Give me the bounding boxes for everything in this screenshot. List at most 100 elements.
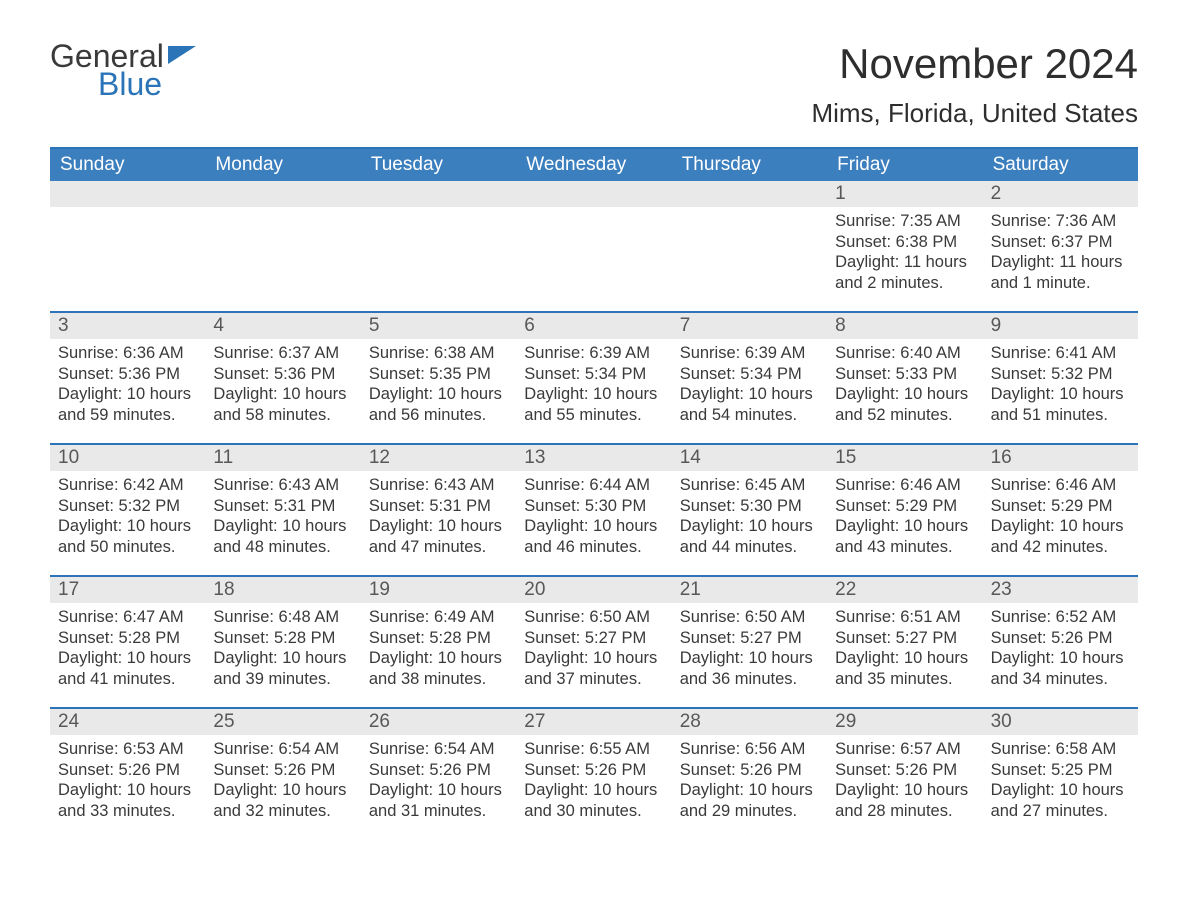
calendar-day: 25Sunrise: 6:54 AMSunset: 5:26 PMDayligh… bbox=[205, 709, 360, 839]
day-number: 9 bbox=[991, 315, 1002, 336]
day-dl1: Daylight: 10 hours bbox=[991, 384, 1130, 405]
day-number: 27 bbox=[524, 711, 545, 732]
dow-friday: Friday bbox=[827, 149, 982, 181]
day-body: Sunrise: 6:50 AMSunset: 5:27 PMDaylight:… bbox=[516, 603, 671, 694]
day-sunset: Sunset: 6:37 PM bbox=[991, 232, 1130, 253]
calendar-day: 1Sunrise: 7:35 AMSunset: 6:38 PMDaylight… bbox=[827, 181, 982, 311]
day-number-row: 20 bbox=[516, 577, 671, 603]
page-title: November 2024 bbox=[811, 40, 1138, 88]
day-sunset: Sunset: 5:29 PM bbox=[991, 496, 1130, 517]
calendar-day: 7Sunrise: 6:39 AMSunset: 5:34 PMDaylight… bbox=[672, 313, 827, 443]
calendar-day: . bbox=[50, 181, 205, 311]
day-number: 22 bbox=[835, 579, 856, 600]
calendar-day: . bbox=[672, 181, 827, 311]
day-number: 14 bbox=[680, 447, 701, 468]
calendar-day: 19Sunrise: 6:49 AMSunset: 5:28 PMDayligh… bbox=[361, 577, 516, 707]
calendar-day: 16Sunrise: 6:46 AMSunset: 5:29 PMDayligh… bbox=[983, 445, 1138, 575]
day-number-row: 25 bbox=[205, 709, 360, 735]
day-number: 17 bbox=[58, 579, 79, 600]
day-dl2: and 34 minutes. bbox=[991, 669, 1130, 690]
day-dl2: and 27 minutes. bbox=[991, 801, 1130, 822]
day-sunset: Sunset: 5:30 PM bbox=[680, 496, 819, 517]
day-dl2: and 31 minutes. bbox=[369, 801, 508, 822]
day-sunrise: Sunrise: 7:36 AM bbox=[991, 211, 1130, 232]
day-body: Sunrise: 7:36 AMSunset: 6:37 PMDaylight:… bbox=[983, 207, 1138, 298]
day-number-row: 23 bbox=[983, 577, 1138, 603]
day-dl2: and 50 minutes. bbox=[58, 537, 197, 558]
calendar-day: 13Sunrise: 6:44 AMSunset: 5:30 PMDayligh… bbox=[516, 445, 671, 575]
day-dl2: and 52 minutes. bbox=[835, 405, 974, 426]
day-dl2: and 44 minutes. bbox=[680, 537, 819, 558]
day-number: 10 bbox=[58, 447, 79, 468]
day-sunset: Sunset: 5:26 PM bbox=[213, 760, 352, 781]
day-number-row: . bbox=[205, 181, 360, 207]
calendar-day: 29Sunrise: 6:57 AMSunset: 5:26 PMDayligh… bbox=[827, 709, 982, 839]
day-sunrise: Sunrise: 6:54 AM bbox=[369, 739, 508, 760]
day-sunset: Sunset: 5:28 PM bbox=[369, 628, 508, 649]
day-dl2: and 56 minutes. bbox=[369, 405, 508, 426]
day-dl1: Daylight: 10 hours bbox=[369, 384, 508, 405]
day-sunset: Sunset: 5:28 PM bbox=[58, 628, 197, 649]
day-dl1: Daylight: 10 hours bbox=[680, 384, 819, 405]
dow-sunday: Sunday bbox=[50, 149, 205, 181]
day-number-row: 30 bbox=[983, 709, 1138, 735]
day-dl1: Daylight: 10 hours bbox=[213, 648, 352, 669]
title-block: November 2024 Mims, Florida, United Stat… bbox=[811, 40, 1138, 129]
header: General Blue November 2024 Mims, Florida… bbox=[50, 40, 1138, 129]
day-number-row: 22 bbox=[827, 577, 982, 603]
day-sunset: Sunset: 5:36 PM bbox=[213, 364, 352, 385]
day-number: 2 bbox=[991, 183, 1002, 204]
day-number: 1 bbox=[835, 183, 846, 204]
day-dl2: and 28 minutes. bbox=[835, 801, 974, 822]
day-dl1: Daylight: 10 hours bbox=[524, 384, 663, 405]
day-number-row: 13 bbox=[516, 445, 671, 471]
calendar: Sunday Monday Tuesday Wednesday Thursday… bbox=[50, 147, 1138, 839]
calendar-day: 15Sunrise: 6:46 AMSunset: 5:29 PMDayligh… bbox=[827, 445, 982, 575]
day-body: Sunrise: 6:52 AMSunset: 5:26 PMDaylight:… bbox=[983, 603, 1138, 694]
dow-thursday: Thursday bbox=[672, 149, 827, 181]
calendar-day: 20Sunrise: 6:50 AMSunset: 5:27 PMDayligh… bbox=[516, 577, 671, 707]
day-dl2: and 48 minutes. bbox=[213, 537, 352, 558]
day-sunrise: Sunrise: 6:49 AM bbox=[369, 607, 508, 628]
day-sunset: Sunset: 5:34 PM bbox=[524, 364, 663, 385]
dow-saturday: Saturday bbox=[983, 149, 1138, 181]
day-number: 25 bbox=[213, 711, 234, 732]
day-number-row: . bbox=[516, 181, 671, 207]
day-dl1: Daylight: 10 hours bbox=[991, 516, 1130, 537]
day-body: Sunrise: 6:38 AMSunset: 5:35 PMDaylight:… bbox=[361, 339, 516, 430]
day-dl1: Daylight: 10 hours bbox=[524, 648, 663, 669]
calendar-week: 17 Sunrise: 6:47 AMSunset: 5:28 PMDayligh… bbox=[50, 575, 1138, 707]
day-sunset: Sunset: 5:31 PM bbox=[213, 496, 352, 517]
dow-tuesday: Tuesday bbox=[361, 149, 516, 181]
day-dl1: Daylight: 10 hours bbox=[680, 516, 819, 537]
calendar-day: 2 Sunrise: 7:36 AMSunset: 6:37 PMDaylight… bbox=[983, 181, 1138, 311]
day-number-row: 11 bbox=[205, 445, 360, 471]
day-number-row: 1 bbox=[827, 181, 982, 207]
calendar-day: 14 Sunrise: 6:45 AMSunset: 5:30 PMDayligh… bbox=[672, 445, 827, 575]
day-sunset: Sunset: 5:32 PM bbox=[58, 496, 197, 517]
day-dl2: and 41 minutes. bbox=[58, 669, 197, 690]
dow-wednesday: Wednesday bbox=[516, 149, 671, 181]
day-dl2: and 42 minutes. bbox=[991, 537, 1130, 558]
day-sunrise: Sunrise: 6:53 AM bbox=[58, 739, 197, 760]
day-number-row: 14 bbox=[672, 445, 827, 471]
day-sunrise: Sunrise: 6:45 AM bbox=[680, 475, 819, 496]
day-number-row: 17 bbox=[50, 577, 205, 603]
day-dl2: and 54 minutes. bbox=[680, 405, 819, 426]
day-dl1: Daylight: 11 hours bbox=[991, 252, 1130, 273]
day-dl1: Daylight: 10 hours bbox=[680, 648, 819, 669]
day-number: 4 bbox=[213, 315, 224, 336]
day-body: Sunrise: 6:47 AMSunset: 5:28 PMDaylight:… bbox=[50, 603, 205, 694]
day-dl2: and 38 minutes. bbox=[369, 669, 508, 690]
day-number-row: 26 bbox=[361, 709, 516, 735]
day-number-row: 8 bbox=[827, 313, 982, 339]
day-sunrise: Sunrise: 6:41 AM bbox=[991, 343, 1130, 364]
day-sunrise: Sunrise: 6:43 AM bbox=[213, 475, 352, 496]
day-body: Sunrise: 6:43 AMSunset: 5:31 PMDaylight:… bbox=[205, 471, 360, 562]
day-number: 24 bbox=[58, 711, 79, 732]
day-dl1: Daylight: 10 hours bbox=[835, 516, 974, 537]
day-number-row: 6 bbox=[516, 313, 671, 339]
day-body: Sunrise: 6:41 AMSunset: 5:32 PMDaylight:… bbox=[983, 339, 1138, 430]
day-sunrise: Sunrise: 6:38 AM bbox=[369, 343, 508, 364]
day-sunset: Sunset: 5:29 PM bbox=[835, 496, 974, 517]
